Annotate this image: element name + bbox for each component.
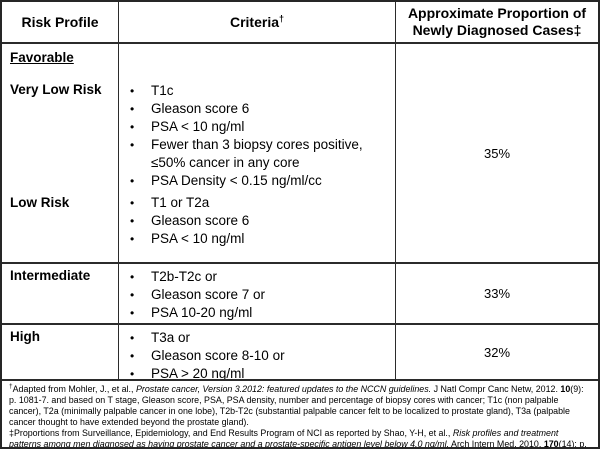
cell-high-label: High [2,325,119,381]
criteria-bullet-item: PSA Density < 0.15 ng/ml/cc [119,172,395,190]
cell-intermediate-proportion: 33% [396,264,598,325]
criteria-bullet-item: T3a or [119,329,395,347]
footnotes: †Adapted from Mohler, J., et al., Prosta… [2,381,598,447]
cell-favorable-risk-labels: Favorable Very Low Risk Low Risk [2,44,119,264]
criteria-bullet-item: Gleason score 7 or [119,286,395,304]
criteria-bullet-item: T2b-T2c or [119,268,395,286]
header-criteria-label: Criteria† [229,12,285,30]
criteria-bullet-item: Gleason score 8-10 or [119,347,395,365]
favorable-group-label: Favorable [10,50,74,65]
header-risk-profile-label: Risk Profile [21,13,99,30]
very-low-risk-criteria-list: T1c Gleason score 6 PSA < 10 ng/ml Fewer… [119,82,395,190]
dagger-symbol: † [9,383,13,391]
favorable-proportion-value: 35% [483,145,511,161]
criteria-bullet-item: Gleason score 6 [119,212,395,230]
dagger-symbol: † [279,12,285,23]
footnote-adapted: †Adapted from Mohler, J., et al., Prosta… [9,383,584,427]
criteria-bullet-item: T1 or T2a [119,194,395,212]
double-dagger-symbol: ‡ [9,427,14,438]
intermediate-proportion-value: 33% [483,286,511,301]
cell-high-criteria: T3a or Gleason score 8-10 or PSA > 20 ng… [119,325,396,381]
footnote-proportions: ‡Proportions from Surveillance, Epidemio… [9,427,587,447]
header-risk-profile: Risk Profile [2,2,119,44]
very-low-risk-label: Very Low Risk [10,82,102,97]
cell-intermediate-criteria: T2b-T2c or Gleason score 7 or PSA 10-20 … [119,264,396,325]
high-risk-label: High [10,329,40,344]
criteria-bullet-item: PSA 10-20 ng/ml [119,304,395,322]
criteria-bullet-item: T1c [119,82,395,100]
low-risk-criteria-list: T1 or T2a Gleason score 6 PSA < 10 ng/ml [119,194,395,248]
high-proportion-value: 32% [483,344,511,360]
cell-high-proportion: 32% [396,325,598,381]
criteria-bullet-item: Fewer than 3 biopsy cores positive, ≤50%… [119,136,395,172]
header-criteria: Criteria† [119,2,396,44]
criteria-bullet-item: PSA < 10 ng/ml [119,118,395,136]
cell-favorable-criteria: T1c Gleason score 6 PSA < 10 ng/ml Fewer… [119,44,396,264]
criteria-bullet-item: PSA > 20 ng/ml [119,365,395,379]
intermediate-risk-label: Intermediate [10,268,91,283]
low-risk-label: Low Risk [10,195,70,210]
cell-intermediate-label: Intermediate [2,264,119,325]
intermediate-criteria-list: T2b-T2c or Gleason score 7 or PSA 10-20 … [119,268,395,322]
cell-favorable-proportion: 35% [396,44,598,264]
header-proportion: Approximate Proportion of Newly Diagnose… [396,2,598,44]
criteria-bullet-item: PSA < 10 ng/ml [119,230,395,248]
high-criteria-list: T3a or Gleason score 8-10 or PSA > 20 ng… [119,329,395,379]
criteria-bullet-item: Gleason score 6 [119,100,395,118]
header-proportion-label: Approximate Proportion of Newly Diagnose… [407,5,587,38]
